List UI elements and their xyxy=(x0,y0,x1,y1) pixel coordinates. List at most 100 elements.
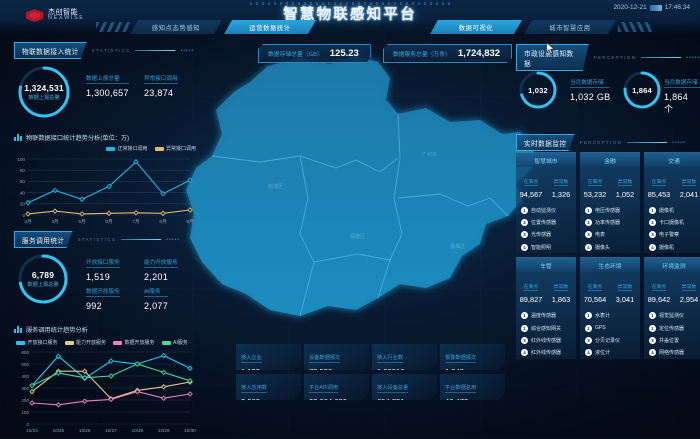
sensor-row[interactable]: 1 视觉监测仪 xyxy=(644,310,700,322)
right-panel1-divider xyxy=(641,57,682,58)
sensor-row[interactable]: 4 摄像头 xyxy=(580,241,640,253)
sensor-row[interactable]: 2 综合感知网关 xyxy=(516,322,576,334)
monitor-card-smart-city-sensors: 1 自动监测仪 2 位置传感器 3 光传感器 4 智能照明 xyxy=(516,205,576,254)
sensor-row[interactable]: 4 液位计 xyxy=(580,346,640,358)
monitor-card-traffic[interactable]: 交通 在离点 85,453 异常数 2,041 1 摄像机 2 卡口摄像机 3 电子警… xyxy=(644,152,700,254)
sensor-index-icon: 2 xyxy=(585,324,592,332)
svg-text:60: 60 xyxy=(20,179,26,184)
sensor-name: 摄像头 xyxy=(595,244,611,251)
sensor-row[interactable]: 2 功率传感器 xyxy=(580,217,640,229)
sensor-index-icon: 2 xyxy=(649,219,656,227)
stat-report-total: 数据上报总量 1,300,657 xyxy=(86,74,129,98)
stat-abnormal-calls-value: 23,874 xyxy=(144,88,174,98)
sensor-row[interactable]: 4 网络传感器 xyxy=(644,346,700,358)
tile-platform-data[interactable]: 平台数据总用 46,470 xyxy=(440,374,505,400)
region-map[interactable]: 南海区 广州市 顺德区 番禺区 xyxy=(150,48,570,348)
logo-name-cn: 杰创智能 xyxy=(48,8,78,16)
tab-data-visualization[interactable]: 数据可视化 xyxy=(430,20,522,34)
legend-item-normal-calls[interactable]: 正常接口调用 xyxy=(106,145,148,152)
sensor-name: 水表计 xyxy=(595,313,611,320)
svg-text:9月: 9月 xyxy=(186,219,193,225)
brand-logo[interactable]: 杰创智能 NEXWISE xyxy=(26,6,85,25)
monitor-card-environment-title: 环境监测 xyxy=(644,258,700,272)
bar-chart-icon xyxy=(14,134,22,141)
sensor-index-icon: 3 xyxy=(649,336,656,344)
sensor-row[interactable]: 1 摄像机 xyxy=(644,205,700,217)
service-trend-chart[interactable]: 0 100 200 300 400 500 600 10/24 10/25 10/26 10/27 1… xyxy=(10,348,196,439)
ecology-abnormal-value: 3,041 xyxy=(615,294,635,304)
monitor-card-vehicle[interactable]: 车管 在离点 89,827 异常数 1,863 1 温度传感器 2 综合感知网关 3… xyxy=(516,257,576,359)
stat-open-interface-service: 开放接口服务 1,519 xyxy=(86,258,120,282)
tile-device-messages[interactable]: 设备数据报文 79,538 xyxy=(304,344,369,370)
sensor-row[interactable]: 1 水表计 xyxy=(580,310,640,322)
sensor-index-icon: 3 xyxy=(649,231,656,239)
sensor-row[interactable]: 2 位置传感器 xyxy=(516,217,576,229)
sensor-row[interactable]: 4 智能照明 xyxy=(516,241,576,253)
legend-item-data-open[interactable]: 数据开放服务 xyxy=(113,339,155,346)
legend-item-open-interface[interactable]: 开放接口服务 xyxy=(16,339,58,346)
sensor-row[interactable]: 4 红外线传感器 xyxy=(516,346,576,358)
monthly-device-detail-value: 1,864 个 xyxy=(664,92,689,114)
sensor-index-icon: 1 xyxy=(649,312,656,320)
svg-text:5月: 5月 xyxy=(78,219,85,225)
sensor-index-icon: 4 xyxy=(585,243,592,251)
tile-enterprises[interactable]: 接入企业 1,132 xyxy=(236,344,301,370)
tab-situation-awareness[interactable]: 感知点态势感知 xyxy=(130,20,222,34)
interface-trend-chart[interactable]: 0 20 40 60 80 100 3月 4月 5月 6月 7月 8月 9月 xyxy=(10,155,196,230)
svg-text:40: 40 xyxy=(20,190,26,195)
monitor-card-traffic-title: 交通 xyxy=(644,153,700,167)
traffic-abnormal-value: 2,041 xyxy=(679,189,699,199)
smart-city-abnormal-label: 异常数 xyxy=(553,179,569,186)
svg-text:0: 0 xyxy=(26,422,29,427)
left-panel1-divider xyxy=(135,50,176,51)
sensor-row[interactable]: 3 电子警察 xyxy=(644,229,700,241)
legend-item-capability[interactable]: 能力开放服务 xyxy=(64,339,106,346)
monitor-card-ecology[interactable]: 生态环境 在离点 70,564 异常数 3,041 1 水表计 2 GPS 3 分贝记… xyxy=(580,257,640,359)
stat-ai-service-value: 2,077 xyxy=(144,301,169,311)
sensor-index-icon: 4 xyxy=(521,243,528,251)
stat-ai-service-label: AI服务 xyxy=(144,287,169,297)
vehicle-online-label: 在离点 xyxy=(523,284,539,291)
sensor-row[interactable]: 1 温度传感器 xyxy=(516,310,576,322)
legend-item-abnormal-calls[interactable]: 异常接口调用 xyxy=(154,145,196,152)
tile-enterprises-label: 接入企业 xyxy=(241,355,262,361)
sensor-row[interactable]: 3 红外线传感器 xyxy=(516,334,576,346)
stat-open-interface-value: 1,519 xyxy=(86,272,111,282)
sensor-row[interactable]: 3 光传感器 xyxy=(516,229,576,241)
traffic-abnormal-label: 异常数 xyxy=(681,179,697,186)
sensor-row[interactable]: 3 分贝记录仪 xyxy=(580,334,640,346)
datetime-separator-icon xyxy=(649,4,662,11)
sensor-name: 摄像机 xyxy=(659,244,675,251)
sensor-row[interactable]: 3 井盖位置 xyxy=(644,334,700,346)
tile-devices-total[interactable]: 接入设备总量 654,721 xyxy=(372,374,437,400)
tab-operation-statistics[interactable]: 运营数据统计 xyxy=(224,20,316,34)
sensor-row[interactable]: 4 摄像机 xyxy=(644,241,700,253)
sensor-name: 摄像机 xyxy=(659,208,675,215)
center-stat-tiles: 接入企业 1,132 设备数据报文 79,538 接入行业数 1,23910 报… xyxy=(236,344,505,400)
tab-city-smart-application[interactable]: 城市智慧应用 xyxy=(524,20,616,34)
tile-alarm-messages[interactable]: 报警数据报文 1,948 xyxy=(440,344,505,370)
svg-text:广州市: 广州市 xyxy=(422,151,437,158)
tile-applications[interactable]: 接入应用数 3,562 xyxy=(236,374,301,400)
monitor-card-finance-title: 金融 xyxy=(580,153,640,167)
sensor-row[interactable]: 2 定位传感器 xyxy=(644,322,700,334)
sensor-row[interactable]: 2 GPS xyxy=(580,322,640,334)
tile-industries[interactable]: 接入行业数 1,23910 xyxy=(372,344,437,370)
sensor-row[interactable]: 1 自动监测仪 xyxy=(516,205,576,217)
tile-api-calls[interactable]: 平台API调用 22,864,690 xyxy=(304,374,369,400)
monitor-card-environment[interactable]: 环境监测 在离点 89,642 异常数 2,954 1 视觉监测仪 2 定位传感器 … xyxy=(644,257,700,359)
legend-item-ai[interactable]: AI服务 xyxy=(161,339,188,346)
sensor-row[interactable]: 2 卡口摄像机 xyxy=(644,217,700,229)
sensor-row[interactable]: 1 电压传感器 xyxy=(580,205,640,217)
legend-label-open-interface: 开放接口服务 xyxy=(27,340,58,346)
left-panel2-title: 服务调用统计 xyxy=(14,231,73,248)
app-header: 杰创智能 NEXWISE 智慧物联感知平台 2020-12-21 17:46:3… xyxy=(0,0,700,34)
pill-service-total[interactable]: 数据服务总量（万条） 1,724,832 xyxy=(383,44,512,63)
stat-abnormal-calls: 异常接口调用 23,874 xyxy=(144,74,178,98)
monitor-card-smart-city[interactable]: 智慧城市 在离点 94,567 异常数 1,326 1 自动监测仪 2 位置传感器 … xyxy=(516,152,576,254)
tabs-right-decoration-icon xyxy=(618,22,652,32)
pill-storage-total[interactable]: 数据存储总量（GB） 125.23 xyxy=(258,44,371,63)
sensor-index-icon: 4 xyxy=(649,348,656,356)
sensor-row[interactable]: 3 电表 xyxy=(580,229,640,241)
